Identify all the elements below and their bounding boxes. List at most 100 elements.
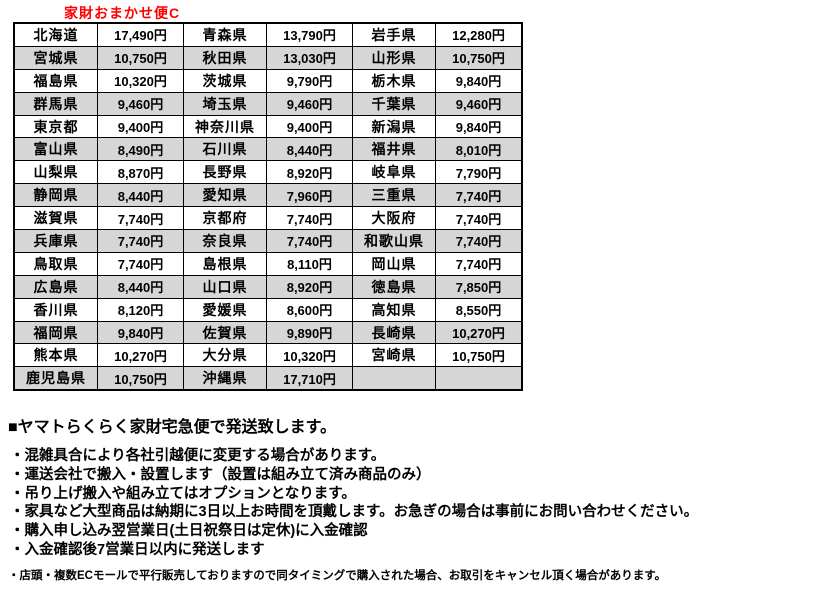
price-cell: 7,740円 <box>435 206 523 231</box>
prefecture-cell: 京都府 <box>183 206 267 231</box>
prefecture-cell: 島根県 <box>183 251 267 276</box>
price-cell: 9,840円 <box>435 68 523 93</box>
price-cell: 9,400円 <box>97 114 184 139</box>
table-row: 富山県 8,490円 石川県 8,440円 福井県 8,010円 <box>13 137 523 162</box>
price-cell: 7,960円 <box>266 183 353 208</box>
notes-section: ■ヤマトらくらく家財宅急便で発送致します。 ・混雑具合により各社引越便に変更する… <box>8 413 818 583</box>
table-row: 東京都 9,400円 神奈川県 9,400円 新潟県 9,840円 <box>13 114 523 139</box>
prefecture-cell: 北海道 <box>13 22 98 47</box>
note-bullet: ・混雑具合により各社引越便に変更する場合があります。 <box>10 448 386 464</box>
prefecture-cell: 和歌山県 <box>352 229 436 253</box>
note-bullet: ・入金確認後7営業日以内に発送します <box>10 541 265 558</box>
price-cell: 8,920円 <box>266 274 353 299</box>
price-cell: 7,740円 <box>97 206 184 231</box>
table-row: 宮城県 10,750円 秋田県 13,030円 山形県 10,750円 <box>13 45 523 70</box>
fee-table-body: 北海道 17,490円 青森県 13,790円 岩手県 12,280円 宮城県 10,750円… <box>13 22 523 391</box>
prefecture-cell: 神奈川県 <box>183 114 267 139</box>
price-cell: 7,790円 <box>435 160 523 185</box>
table-row: 福岡県 9,840円 佐賀県 9,890円 長崎県 10,270円 <box>13 320 523 345</box>
price-cell: 8,600円 <box>266 297 353 322</box>
price-cell: 8,440円 <box>97 274 184 299</box>
table-row: 群馬県 9,460円 埼玉県 9,460円 千葉県 9,460円 <box>13 91 523 116</box>
price-cell: 10,750円 <box>97 366 184 391</box>
prefecture-cell: 岐阜県 <box>352 160 436 185</box>
price-cell: 9,460円 <box>97 91 184 116</box>
table-row: 熊本県 10,270円 大分県 10,320円 宮崎県 10,750円 <box>13 343 523 368</box>
prefecture-cell: 岡山県 <box>352 251 436 276</box>
prefecture-cell: 栃木県 <box>352 68 436 93</box>
price-cell: 7,740円 <box>435 251 523 276</box>
price-cell <box>435 366 523 391</box>
prefecture-cell: 長崎県 <box>352 320 436 345</box>
prefecture-cell: 宮崎県 <box>352 343 436 368</box>
price-cell: 7,740円 <box>97 251 184 276</box>
price-cell: 9,890円 <box>266 320 353 345</box>
prefecture-cell: 山形県 <box>352 45 436 70</box>
prefecture-cell: 大分県 <box>183 343 267 368</box>
prefecture-cell: 大阪府 <box>352 206 436 231</box>
price-cell: 8,870円 <box>97 160 184 185</box>
table-row: 北海道 17,490円 青森県 13,790円 岩手県 12,280円 <box>13 22 523 47</box>
price-cell: 8,440円 <box>97 183 184 208</box>
price-cell: 8,120円 <box>97 297 184 322</box>
table-row: 静岡県 8,440円 愛知県 7,960円 三重県 7,740円 <box>13 183 523 208</box>
prefecture-cell: 沖縄県 <box>183 366 267 391</box>
table-row: 兵庫県 7,740円 奈良県 7,740円 和歌山県 7,740円 <box>13 229 523 253</box>
price-cell: 7,740円 <box>435 229 523 253</box>
price-cell: 10,320円 <box>97 68 184 93</box>
note-bullet: ・家具など大型商品は納期に3日以上お時間を頂戴します。お急ぎの場合は事前にお問い… <box>10 504 699 521</box>
price-cell: 10,270円 <box>97 343 184 368</box>
prefecture-cell: 奈良県 <box>183 229 267 253</box>
table-row: 滋賀県 7,740円 京都府 7,740円 大阪府 7,740円 <box>13 206 523 231</box>
prefecture-cell: 愛知県 <box>183 183 267 208</box>
price-cell: 13,790円 <box>266 22 353 47</box>
prefecture-cell: 群馬県 <box>13 91 98 116</box>
shipping-plan-title: 家財おまかせ便C <box>64 5 181 21</box>
prefecture-cell: 静岡県 <box>13 183 98 208</box>
table-row: 福島県 10,320円 茨城県 9,790円 栃木県 9,840円 <box>13 68 523 93</box>
note-bullet: ・購入申し込み翌営業日(土日祝祭日は定休)に入金確認 <box>10 523 368 540</box>
notes-heading: ■ヤマトらくらく家財宅急便で発送致します。 <box>8 419 337 436</box>
shipping-fee-table: 北海道 17,490円 青森県 13,790円 岩手県 12,280円 宮城県 10,750円… <box>13 22 523 392</box>
price-cell: 9,460円 <box>266 91 353 116</box>
prefecture-cell: 山口県 <box>183 274 267 299</box>
prefecture-cell: 秋田県 <box>183 45 267 70</box>
price-cell: 8,440円 <box>266 137 353 162</box>
prefecture-cell: 新潟県 <box>352 114 436 139</box>
notes-bullet-list: ・混雑具合により各社引越便に変更する場合があります。 ・運送会社で搬入・設置します… <box>8 447 818 560</box>
prefecture-cell: 茨城県 <box>183 68 267 93</box>
prefecture-cell: 兵庫県 <box>13 229 98 253</box>
prefecture-cell: 石川県 <box>183 137 267 162</box>
price-cell: 7,850円 <box>435 274 523 299</box>
prefecture-cell: 岩手県 <box>352 22 436 47</box>
price-cell: 9,400円 <box>266 114 353 139</box>
prefecture-cell: 三重県 <box>352 183 436 208</box>
table-row: 鹿児島県 10,750円 沖縄県 17,710円 <box>13 366 523 391</box>
prefecture-cell: 滋賀県 <box>13 206 98 231</box>
price-cell: 8,550円 <box>435 297 523 322</box>
prefecture-cell: 宮城県 <box>13 45 98 70</box>
price-cell: 7,740円 <box>97 229 184 253</box>
prefecture-cell: 千葉県 <box>352 91 436 116</box>
price-cell: 9,460円 <box>435 91 523 116</box>
table-row: 山梨県 8,870円 長野県 8,920円 岐阜県 7,790円 <box>13 160 523 185</box>
prefecture-cell: 福岡県 <box>13 320 98 345</box>
price-cell: 9,790円 <box>266 68 353 93</box>
prefecture-cell: 山梨県 <box>13 160 98 185</box>
prefecture-cell: 福島県 <box>13 68 98 93</box>
table-row: 香川県 8,120円 愛媛県 8,600円 高知県 8,550円 <box>13 297 523 322</box>
prefecture-cell <box>352 366 436 391</box>
table-row: 広島県 8,440円 山口県 8,920円 徳島県 7,850円 <box>13 274 523 299</box>
prefecture-cell: 佐賀県 <box>183 320 267 345</box>
prefecture-cell: 青森県 <box>183 22 267 47</box>
price-cell: 7,740円 <box>266 229 353 253</box>
note-bullet: ・吊り上げ搬入や組み立てはオプションとなります。 <box>10 485 356 502</box>
price-cell: 7,740円 <box>266 206 353 231</box>
price-cell: 10,750円 <box>435 343 523 368</box>
price-cell: 12,280円 <box>435 22 523 47</box>
prefecture-cell: 東京都 <box>13 114 98 139</box>
price-cell: 8,490円 <box>97 137 184 162</box>
prefecture-cell: 徳島県 <box>352 274 436 299</box>
table-row: 鳥取県 7,740円 島根県 8,110円 岡山県 7,740円 <box>13 251 523 276</box>
price-cell: 8,110円 <box>266 251 353 276</box>
